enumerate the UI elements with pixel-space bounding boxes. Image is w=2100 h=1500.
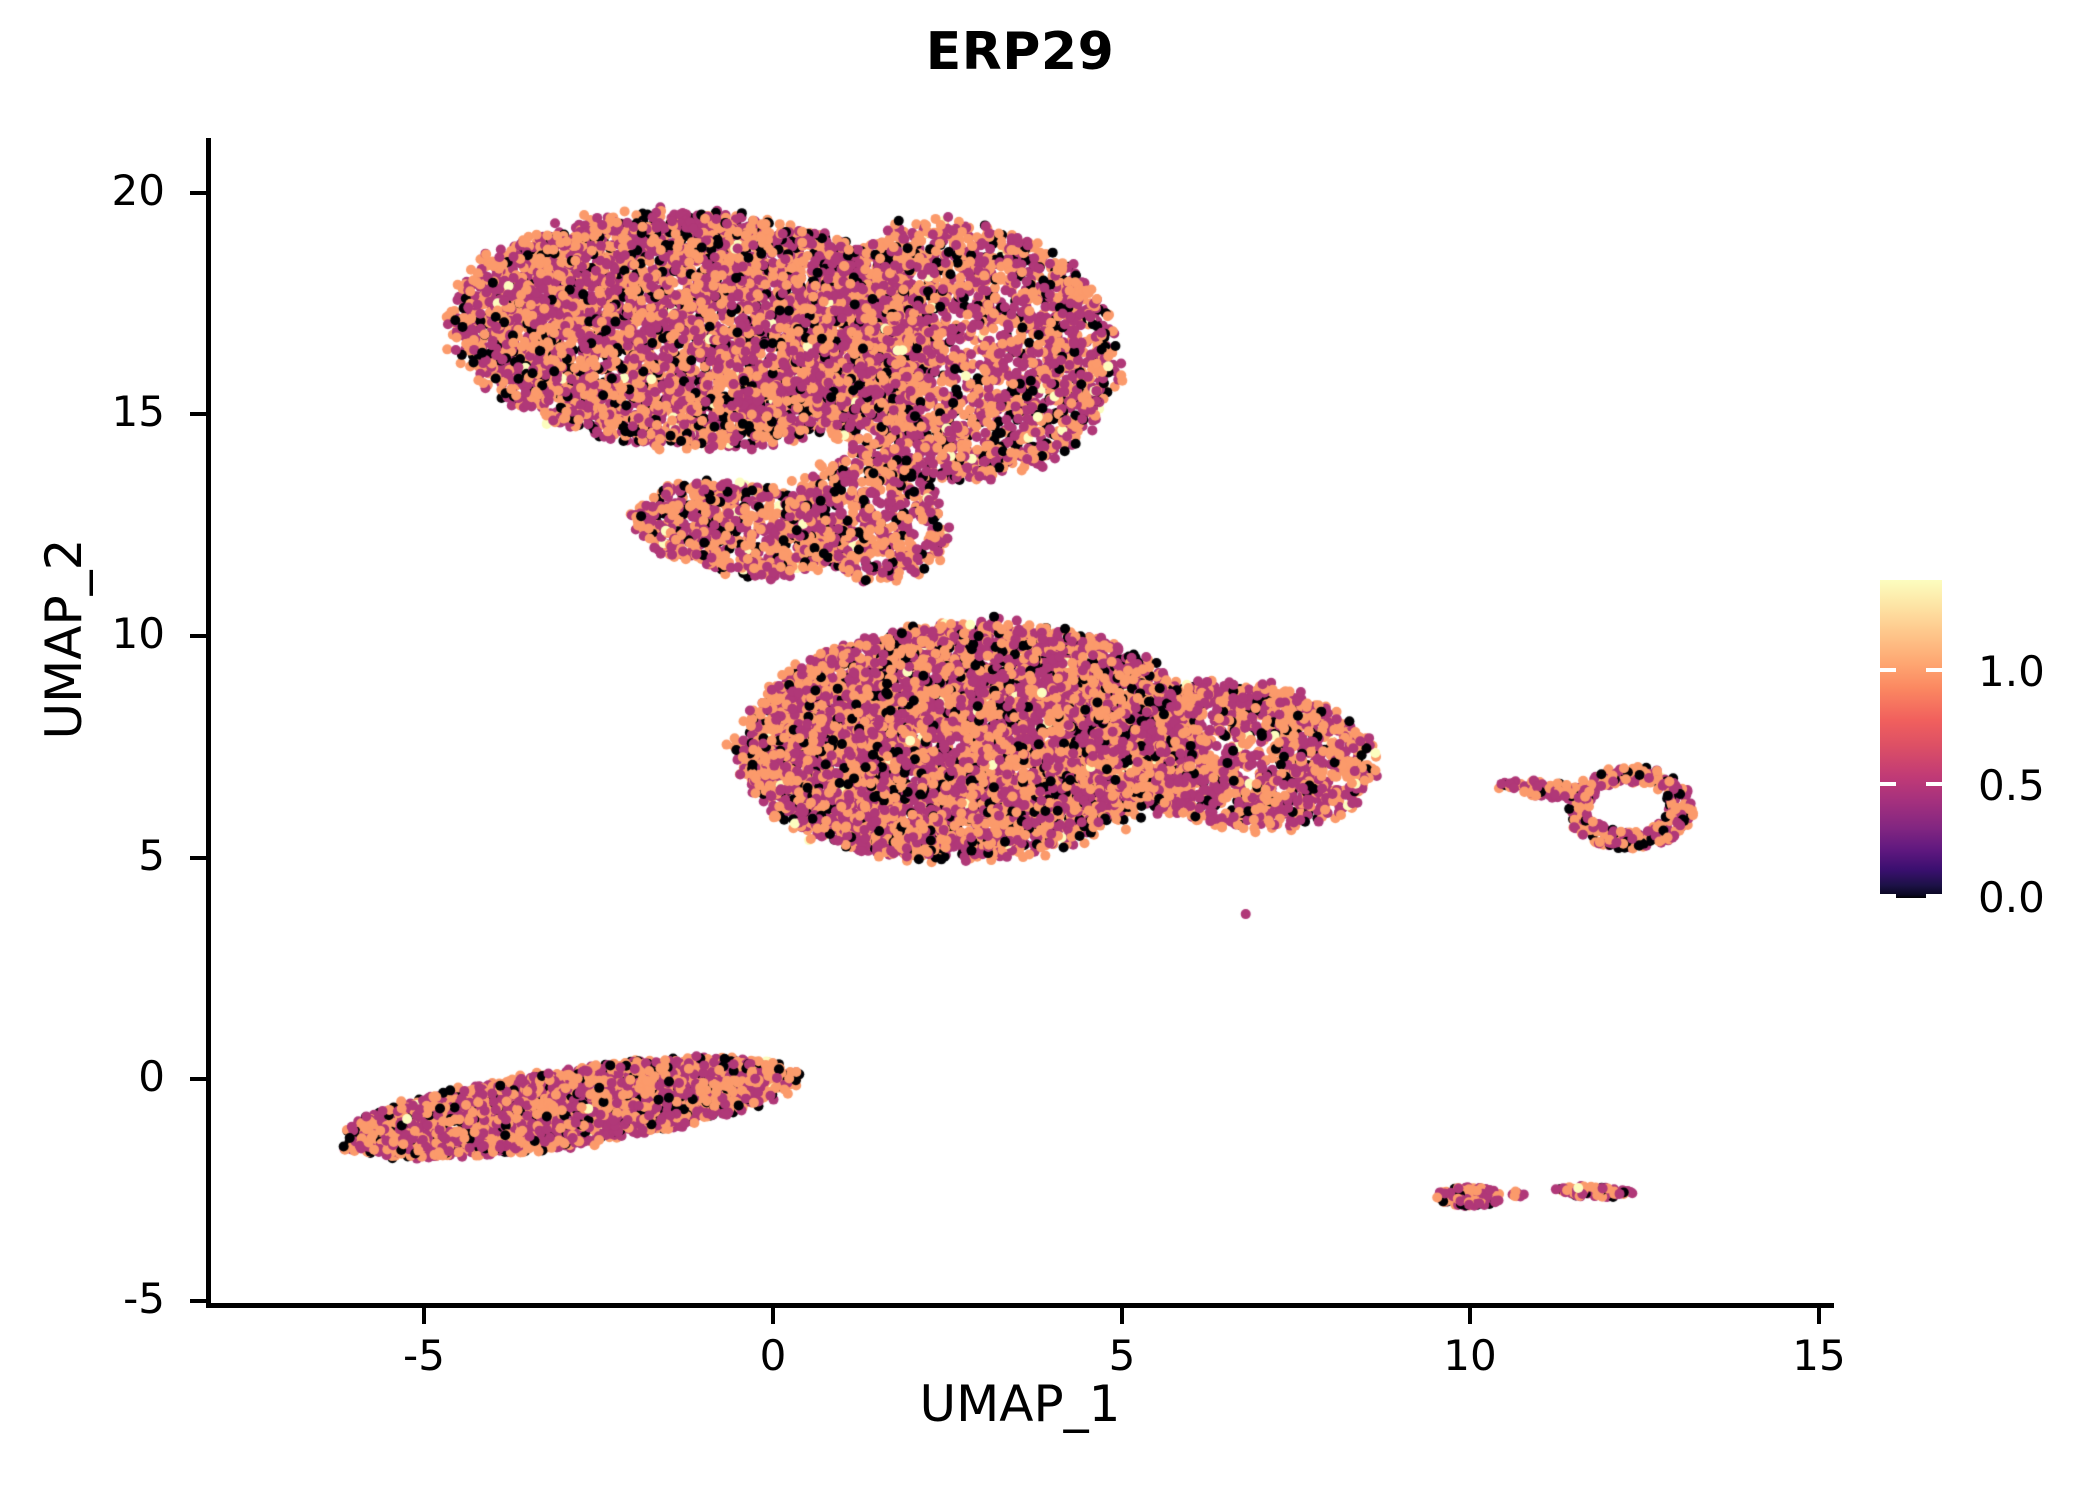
colorbar-tick-1.0-left bbox=[1880, 668, 1896, 672]
y-axis-label: UMAP_2 bbox=[35, 538, 93, 740]
colorbar-label-0.5: 0.5 bbox=[1978, 761, 2045, 810]
x-ticklabel-15: 15 bbox=[1792, 1331, 1846, 1380]
y-ticklabel-15: 15 bbox=[111, 387, 165, 436]
x-tick-5 bbox=[1120, 1308, 1124, 1324]
y-tick-5 bbox=[190, 856, 206, 860]
y-ticklabel-0: 0 bbox=[138, 1052, 165, 1101]
colorbar-tick-0.5-right bbox=[1926, 782, 1942, 786]
scatter-points-layer bbox=[210, 140, 1830, 1305]
y-ticklabel-20: 20 bbox=[111, 166, 165, 215]
colorbar bbox=[1880, 580, 1942, 898]
x-ticklabel-5: 5 bbox=[1108, 1331, 1136, 1380]
colorbar-gradient bbox=[1880, 580, 1942, 898]
colorbar-tick-1.0-right bbox=[1926, 668, 1942, 672]
y-tick-10 bbox=[190, 634, 206, 638]
chart-title: ERP29 bbox=[925, 22, 1115, 82]
x-tick-0 bbox=[771, 1308, 775, 1324]
colorbar-tick-0.0-left bbox=[1880, 894, 1896, 898]
x-tick-15 bbox=[1817, 1308, 1821, 1324]
colorbar-tick-0.5-left bbox=[1880, 782, 1896, 786]
y-tick-20 bbox=[190, 191, 206, 195]
colorbar-tick-0.0-right bbox=[1926, 894, 1942, 898]
x-axis-spine bbox=[206, 1303, 1834, 1308]
y-axis-spine bbox=[206, 138, 211, 1308]
y-tick-neg5 bbox=[190, 1299, 206, 1303]
colorbar-label-0.0: 0.0 bbox=[1978, 873, 2045, 922]
y-tick-15 bbox=[190, 412, 206, 416]
x-ticklabel-10: 10 bbox=[1443, 1331, 1497, 1380]
x-tick-neg5 bbox=[422, 1308, 426, 1324]
x-ticklabel-neg5: -5 bbox=[403, 1331, 445, 1380]
y-ticklabel-neg5: -5 bbox=[123, 1274, 165, 1323]
x-axis-label: UMAP_1 bbox=[919, 1375, 1121, 1433]
y-ticklabel-10: 10 bbox=[111, 609, 165, 658]
y-ticklabel-5: 5 bbox=[138, 831, 165, 880]
x-tick-10 bbox=[1468, 1308, 1472, 1324]
y-tick-0 bbox=[190, 1077, 206, 1081]
plot-area bbox=[210, 140, 1830, 1305]
colorbar-label-1.0: 1.0 bbox=[1978, 647, 2045, 696]
x-ticklabel-0: 0 bbox=[759, 1331, 787, 1380]
